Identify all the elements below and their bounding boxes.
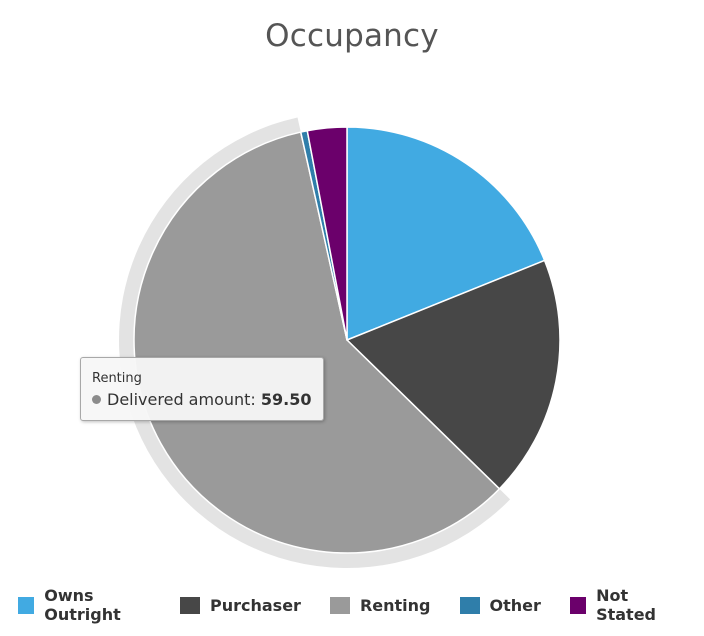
legend-item-owns-outright[interactable]: Owns Outright [18, 586, 151, 624]
pie-slice-purchaser[interactable] [346, 259, 561, 490]
tooltip-row: Delivered amount: 59.50 [92, 390, 312, 410]
legend-label-owns-outright: Owns Outright [44, 586, 121, 624]
tooltip-title: Renting [92, 371, 142, 386]
legend-swatch-renting [329, 596, 350, 614]
pie-slice-owns-outright[interactable] [346, 126, 546, 341]
chart-title: Occupancy [265, 18, 439, 54]
legend-item-other[interactable]: Other [459, 595, 541, 615]
tooltip-value: 59.50 [260, 390, 312, 409]
legend-item-not-stated[interactable]: Not Stated [569, 586, 675, 624]
pie-slice-not-stated[interactable] [306, 126, 348, 341]
tooltip-label: Delivered amount: [107, 390, 256, 409]
legend-swatch-other [459, 596, 480, 614]
legend-label-renting: Renting [359, 595, 431, 615]
legend-item-renting[interactable]: Renting [329, 595, 431, 615]
legend-item-purchaser[interactable]: Purchaser [180, 596, 301, 615]
legend-label-not-stated: Not Stated [596, 586, 656, 624]
legend-swatch-owns-outright [18, 596, 35, 614]
legend-label-other: Other [489, 595, 541, 615]
legend-swatch-purchaser [180, 596, 200, 614]
legend-swatch-not-stated [569, 596, 587, 614]
tooltip: Renting Delivered amount: 59.50 [80, 357, 324, 421]
legend-label-purchaser: Purchaser [210, 595, 301, 615]
pie-slice-renting[interactable] [133, 131, 501, 554]
tooltip-series-dot [92, 395, 101, 404]
legend: Owns Outright Purchaser Renting Other No… [18, 586, 704, 624]
pie-slices [133, 126, 561, 554]
